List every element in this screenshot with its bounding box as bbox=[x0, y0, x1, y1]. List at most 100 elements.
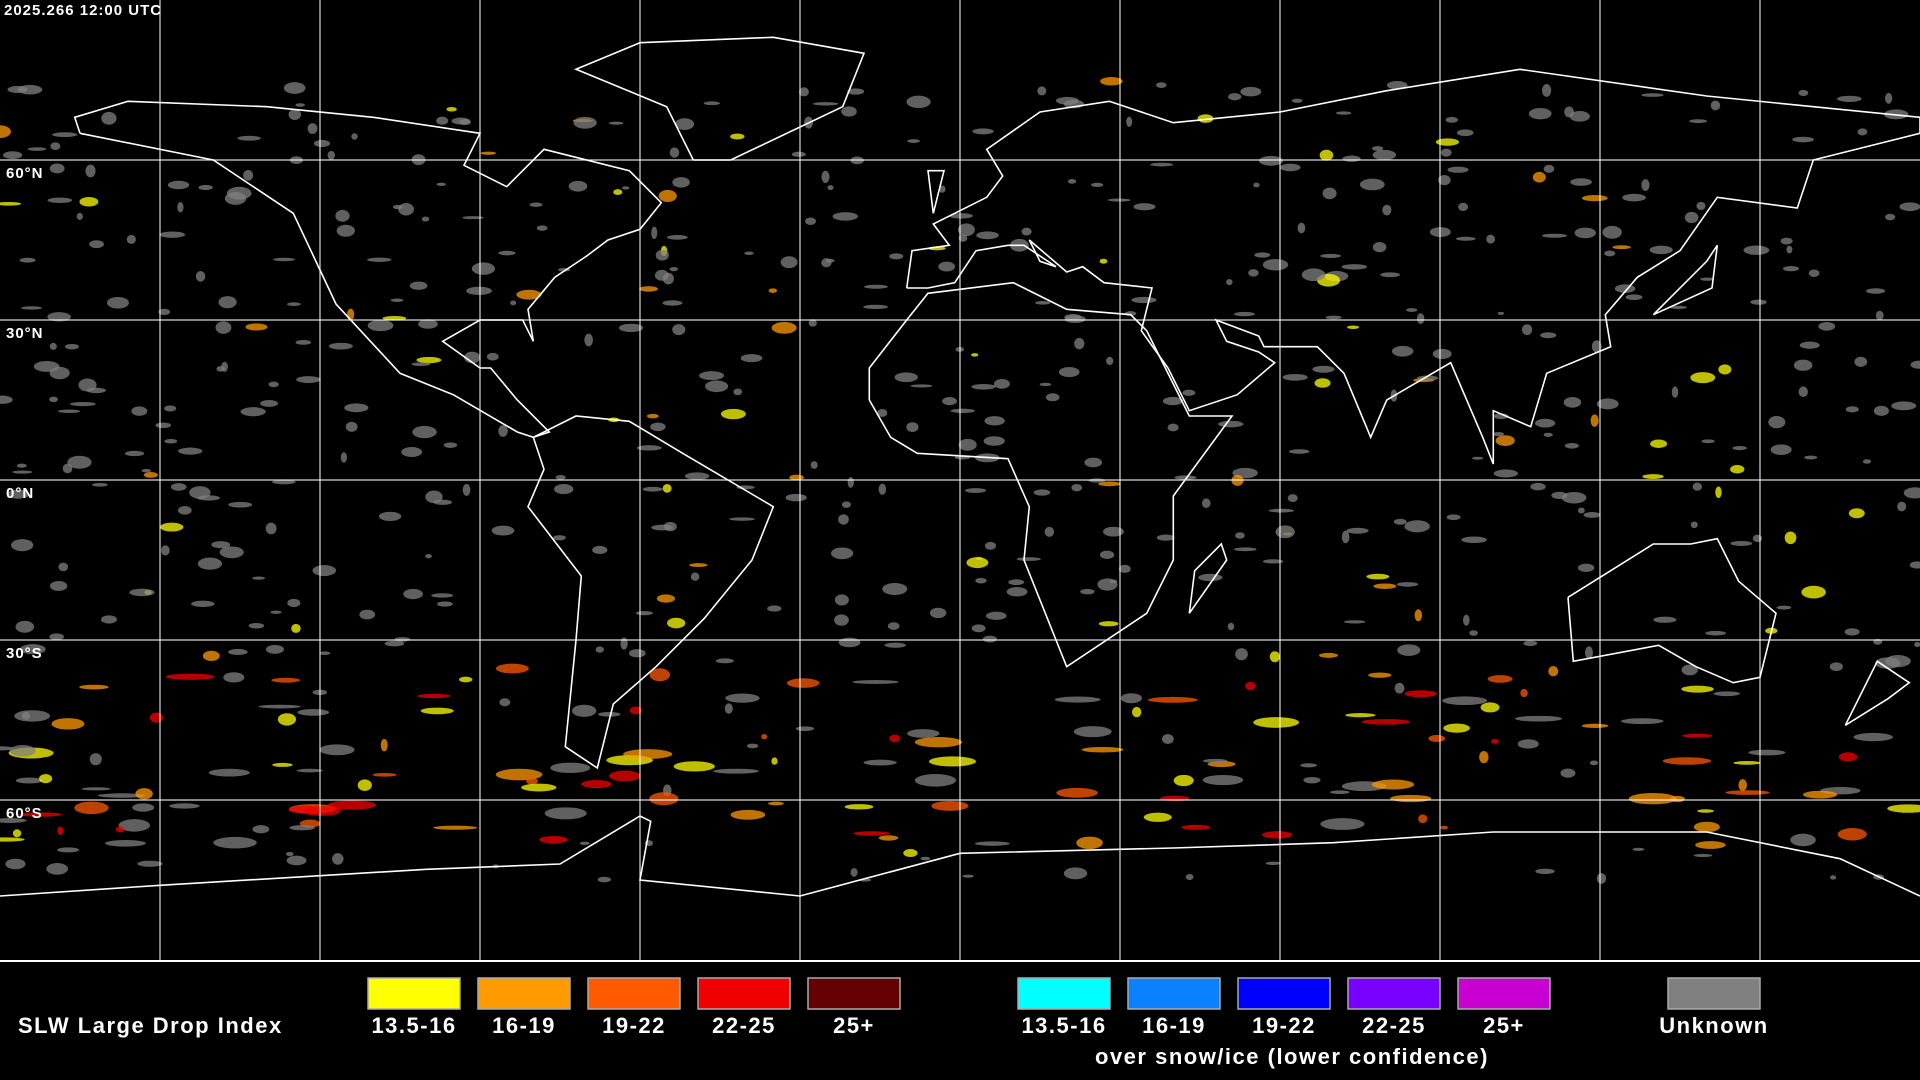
cloud-patch bbox=[437, 601, 453, 607]
cloud-patch bbox=[1695, 841, 1726, 849]
cloud-patch bbox=[39, 773, 53, 784]
legend-swatch bbox=[1667, 977, 1761, 1010]
cloud-patch bbox=[313, 139, 331, 148]
cloud-patch bbox=[1581, 195, 1608, 202]
cloud-patch bbox=[1897, 501, 1907, 512]
cloud-patch bbox=[958, 234, 968, 242]
cloud-patch bbox=[1366, 573, 1390, 580]
cloud-patch bbox=[462, 216, 484, 220]
cloud-patch bbox=[1099, 258, 1108, 264]
cloud-patch bbox=[1848, 508, 1865, 519]
cloud-patch bbox=[195, 271, 206, 282]
legend-label: 25+ bbox=[833, 1013, 875, 1038]
cloud-patch bbox=[420, 707, 454, 715]
cloud-patch bbox=[218, 296, 237, 309]
legend-label: 13.5-16 bbox=[371, 1013, 456, 1038]
cloud-patch bbox=[887, 622, 900, 630]
cloud-patch bbox=[771, 321, 797, 334]
cloud-patch bbox=[830, 547, 854, 560]
cloud-patch bbox=[0, 395, 13, 404]
cloud-patch bbox=[1074, 337, 1085, 350]
cloud-patch bbox=[1312, 365, 1335, 373]
cloud-patch bbox=[1380, 272, 1400, 278]
cloud-patch bbox=[1446, 514, 1461, 521]
cloud-patch bbox=[1885, 92, 1893, 104]
cloud-patch bbox=[550, 762, 591, 774]
legend-label: 16-19 bbox=[492, 1013, 556, 1038]
cloud-patch bbox=[689, 563, 708, 568]
cloud-patch bbox=[984, 416, 1005, 426]
cloud-patch bbox=[1258, 155, 1284, 166]
cloud-patch bbox=[850, 867, 858, 877]
cloud-patch bbox=[786, 678, 820, 688]
cloud-patch bbox=[390, 298, 404, 303]
cloud-patch bbox=[1218, 420, 1244, 428]
cloud-patch bbox=[1107, 198, 1131, 202]
cloud-patch bbox=[1784, 531, 1797, 545]
cloud-patch bbox=[1073, 726, 1112, 738]
cloud-patch bbox=[914, 773, 957, 787]
cloud-patch bbox=[1071, 483, 1083, 492]
cloud-patch bbox=[1540, 332, 1557, 339]
cloud-patch bbox=[889, 253, 904, 260]
cloud-patch bbox=[1530, 482, 1546, 491]
cloud-patch bbox=[1245, 681, 1256, 691]
cloud-patch bbox=[49, 342, 57, 350]
cloud-patch bbox=[129, 588, 155, 597]
cloud-patch bbox=[1696, 201, 1706, 211]
cloud-patch bbox=[1804, 455, 1818, 460]
cloud-patch bbox=[733, 388, 743, 396]
cloud-patch bbox=[78, 378, 97, 392]
cloud-patch bbox=[412, 425, 437, 439]
cloud-patch bbox=[149, 712, 164, 723]
cloud-patch bbox=[221, 361, 228, 372]
cloud-patch bbox=[1416, 313, 1425, 325]
cloud-patch bbox=[143, 471, 158, 478]
cloud-patch bbox=[1684, 211, 1699, 224]
cloud-patch bbox=[223, 672, 245, 683]
cloud-patch bbox=[1569, 111, 1590, 122]
cloud-patch bbox=[170, 483, 187, 491]
cloud-patch bbox=[491, 525, 515, 536]
cloud-patch bbox=[213, 836, 257, 849]
cloud-patch bbox=[1262, 831, 1293, 839]
cloud-patch bbox=[906, 422, 919, 433]
cloud-patch bbox=[672, 324, 686, 336]
cloud-patch bbox=[882, 583, 908, 595]
cloud-patch bbox=[265, 644, 284, 654]
cloud-patch bbox=[1319, 149, 1334, 161]
cloud-patch bbox=[74, 801, 109, 815]
cloud-patch bbox=[1202, 758, 1228, 763]
cloud-patch bbox=[1733, 761, 1761, 765]
cloud-patch bbox=[1265, 861, 1281, 866]
cloud-patch bbox=[1692, 482, 1703, 491]
cloud-patch bbox=[1320, 818, 1365, 830]
cloud-patch bbox=[1786, 245, 1793, 254]
cloud-field bbox=[0, 77, 1920, 884]
cloud-patch bbox=[380, 738, 388, 752]
cloud-patch bbox=[312, 565, 337, 577]
cloud-patch bbox=[1291, 98, 1303, 103]
cloud-patch bbox=[1535, 418, 1556, 428]
cloud-patch bbox=[344, 403, 369, 413]
cloud-patch bbox=[459, 676, 473, 683]
cloud-patch bbox=[378, 511, 402, 521]
cloud-patch bbox=[1589, 760, 1599, 766]
cloud-patch bbox=[1359, 178, 1385, 191]
cloud-patch bbox=[1710, 100, 1721, 111]
cloud-patch bbox=[12, 829, 22, 838]
cloud-patch bbox=[1628, 792, 1677, 805]
cloud-patch bbox=[1288, 449, 1310, 454]
cloud-patch bbox=[197, 557, 223, 570]
cloud-patch bbox=[161, 545, 170, 556]
cloud-patch bbox=[1909, 561, 1920, 569]
cloud-patch bbox=[0, 201, 22, 206]
cloud-patch bbox=[826, 258, 835, 263]
cloud-patch bbox=[1279, 163, 1301, 172]
cloud-patch bbox=[1492, 432, 1505, 437]
cloud-patch bbox=[135, 788, 153, 800]
cloud-patch bbox=[613, 189, 623, 196]
cloud-patch bbox=[1458, 202, 1469, 212]
cloud-patch bbox=[289, 825, 315, 831]
cloud-patch bbox=[1748, 749, 1786, 756]
